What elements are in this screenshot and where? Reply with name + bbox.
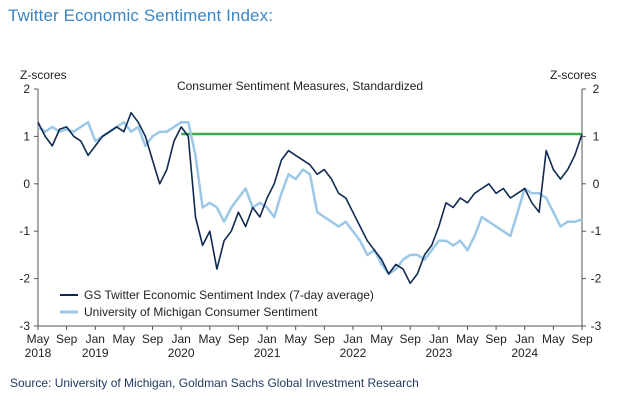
x-tick-label-month: Sep — [142, 332, 164, 346]
y-axis-right-label: Z-scores — [550, 68, 597, 82]
x-tick-label-month: Sep — [571, 332, 593, 346]
y-tick-label-left: -2 — [19, 272, 30, 286]
series-line-gs-twitter — [37, 111, 583, 285]
y-tick-label-right: -2 — [591, 272, 602, 286]
x-tick-label-year: 2023 — [425, 346, 452, 360]
x-tick-label-month: Sep — [228, 332, 250, 346]
y-tick-label-left: 2 — [23, 82, 30, 96]
x-tick-label-month: May — [27, 332, 50, 346]
source-note: Source: University of Michigan, Goldman … — [10, 376, 419, 390]
chart-axes: Consumer Sentiment Measures, Standardize… — [19, 68, 601, 360]
chart-legend: GS Twitter Economic Sentiment Index (7-d… — [60, 288, 374, 319]
x-tick-label-year: 2020 — [168, 346, 195, 360]
y-tick-label-right: 0 — [593, 177, 600, 191]
series-line-umich — [37, 120, 583, 276]
x-tick-label-month: May — [456, 332, 479, 346]
chart-svg: Consumer Sentiment Measures, Standardize… — [19, 68, 601, 360]
x-tick-label-month: Jan — [343, 332, 362, 346]
x-tick-label-month: May — [198, 332, 221, 346]
chart-title: Consumer Sentiment Measures, Standardize… — [177, 79, 423, 93]
y-tick-label-left: -3 — [19, 319, 30, 333]
y-axis-left-label: Z-scores — [20, 68, 67, 82]
x-tick-label-month: Jan — [86, 332, 105, 346]
y-tick-label-right: -3 — [591, 319, 602, 333]
x-tick-label-month: May — [370, 332, 393, 346]
x-tick-label-month: Jan — [515, 332, 534, 346]
x-tick-label-month: May — [542, 332, 565, 346]
chart-series-layer — [37, 111, 583, 285]
x-tick-label-year: 2022 — [340, 346, 367, 360]
x-tick-label-month: Sep — [485, 332, 507, 346]
y-tick-label-left: -1 — [19, 224, 30, 238]
x-tick-label-month: Jan — [257, 332, 276, 346]
x-tick-label-month: Sep — [314, 332, 336, 346]
legend-label: GS Twitter Economic Sentiment Index (7-d… — [84, 288, 374, 302]
legend-label: University of Michigan Consumer Sentimen… — [84, 305, 318, 319]
page-heading: Twitter Economic Sentiment Index: — [8, 6, 274, 25]
x-tick-label-month: Jan — [429, 332, 448, 346]
x-tick-label-month: Sep — [56, 332, 78, 346]
y-tick-label-left: 0 — [23, 177, 30, 191]
x-tick-label-year: 2024 — [511, 346, 538, 360]
x-tick-label-month: Jan — [171, 332, 190, 346]
x-tick-label-month: May — [113, 332, 136, 346]
y-tick-label-right: 1 — [593, 129, 600, 143]
x-tick-label-month: Sep — [400, 332, 422, 346]
y-tick-label-right: -1 — [591, 224, 602, 238]
x-tick-label-year: 2018 — [25, 346, 52, 360]
y-tick-label-right: 2 — [593, 82, 600, 96]
x-tick-label-year: 2021 — [254, 346, 281, 360]
x-tick-label-month: May — [284, 332, 307, 346]
y-tick-label-left: 1 — [23, 129, 30, 143]
x-tick-label-year: 2019 — [82, 346, 109, 360]
